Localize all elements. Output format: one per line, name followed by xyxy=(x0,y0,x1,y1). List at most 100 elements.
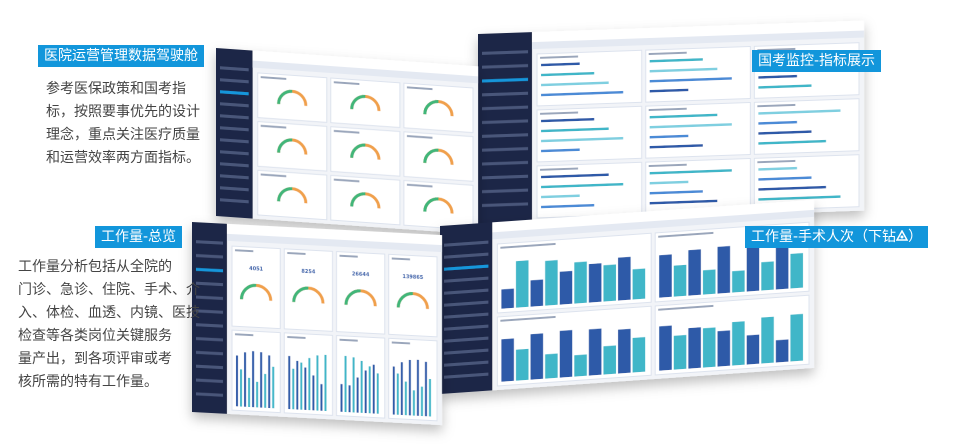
card xyxy=(388,253,438,338)
chart-bar xyxy=(416,359,419,416)
paragraph-line: 参考医保政策和国考指 xyxy=(46,81,186,97)
kpi-value: 8254 xyxy=(301,269,315,276)
chart-bar xyxy=(632,268,646,300)
card-title xyxy=(540,55,579,59)
chart-bar xyxy=(732,270,745,293)
chart-bar xyxy=(688,327,701,369)
topbar xyxy=(492,199,815,233)
card xyxy=(753,98,860,155)
paragraph: 参考医保政策和国考指 标，按照要事优先的设计 理念，重点关注医疗质量 和运营效率两方面… xyxy=(46,78,200,170)
menu-item xyxy=(482,119,529,125)
chart-bar xyxy=(559,330,573,378)
chart-bar xyxy=(372,364,375,414)
card xyxy=(403,131,474,182)
menu-item xyxy=(444,372,489,379)
gauge-fill xyxy=(350,143,366,159)
chart-bar xyxy=(574,354,587,377)
chart-bar xyxy=(368,366,371,414)
chart-bar xyxy=(588,328,602,376)
menu-item xyxy=(482,174,529,180)
chart-bar xyxy=(790,313,803,362)
menu-item xyxy=(444,288,489,295)
card-title xyxy=(406,135,433,139)
progress xyxy=(649,169,732,175)
card xyxy=(257,72,328,123)
chart-bar xyxy=(264,373,267,408)
menu-item xyxy=(220,150,249,156)
menu-item xyxy=(220,138,249,144)
chart-bar xyxy=(392,366,395,415)
progress xyxy=(758,84,812,89)
chart-bar xyxy=(412,390,415,416)
chart-bar xyxy=(364,370,367,414)
chart-bar xyxy=(376,373,379,414)
progress xyxy=(758,109,841,115)
callout: 工作量-总览 xyxy=(95,226,183,248)
paragraph-line: 工作量分析包括从全院的 xyxy=(18,259,172,275)
menu-item xyxy=(220,78,249,84)
progress xyxy=(541,203,595,209)
menu-item xyxy=(196,364,223,370)
kpi-value: 4051 xyxy=(249,266,263,273)
chart-bar xyxy=(420,386,423,417)
chart-bar xyxy=(603,264,617,302)
menu-item xyxy=(444,252,489,259)
chart-bar xyxy=(659,325,672,371)
card-title xyxy=(540,111,579,115)
menu-item xyxy=(220,174,249,180)
chart-bar xyxy=(340,384,343,412)
chart-bar xyxy=(248,377,251,408)
progress xyxy=(758,130,812,135)
menu-item xyxy=(482,133,529,138)
gauge-fill xyxy=(350,94,366,110)
progress xyxy=(541,62,580,67)
chart-bar xyxy=(308,357,311,411)
progress xyxy=(649,123,732,129)
chart-bar xyxy=(292,368,295,410)
screenshot xyxy=(216,48,479,235)
topbar xyxy=(227,223,442,246)
paragraph-line: 标，按照要事优先的设计 xyxy=(46,104,200,120)
menu-item xyxy=(482,202,529,208)
menu-item xyxy=(444,336,489,343)
gauge-fill xyxy=(423,197,439,212)
menu-item xyxy=(196,337,223,342)
sidebar xyxy=(216,48,253,219)
card-title xyxy=(648,107,687,112)
drill-icon xyxy=(896,230,909,241)
gauge-fill xyxy=(277,89,293,105)
card-title xyxy=(540,167,579,171)
card xyxy=(257,121,328,172)
menu-item xyxy=(444,240,489,247)
gauge-fill xyxy=(239,283,257,300)
card xyxy=(283,248,333,332)
progress xyxy=(758,185,827,191)
chart-bar xyxy=(501,338,514,382)
callout-text: ） xyxy=(908,229,923,245)
chart-bar xyxy=(673,334,687,370)
card-title xyxy=(500,315,556,322)
chart-bar xyxy=(746,334,760,365)
menu-item xyxy=(196,378,223,383)
card-title xyxy=(757,103,796,108)
gauge-fill xyxy=(396,292,414,308)
menu-item xyxy=(220,90,249,96)
menu-item xyxy=(482,105,529,111)
progress xyxy=(541,71,595,77)
menu-item xyxy=(482,91,529,97)
chart-bar xyxy=(775,339,789,363)
chart-bar xyxy=(268,355,271,409)
card-title xyxy=(339,338,358,342)
chart-bar xyxy=(515,260,529,308)
chart-bar xyxy=(732,321,745,366)
progress xyxy=(649,180,689,185)
card-title xyxy=(260,76,287,80)
progress xyxy=(649,199,718,205)
card-title xyxy=(260,124,287,129)
callout-text: 工作量-手术人次（下钻 xyxy=(751,229,897,245)
gauge-fill xyxy=(423,148,439,164)
chart-bar xyxy=(659,254,672,298)
card xyxy=(645,101,751,159)
paragraph-line: 量产出，到各项评审或考 xyxy=(18,351,172,367)
